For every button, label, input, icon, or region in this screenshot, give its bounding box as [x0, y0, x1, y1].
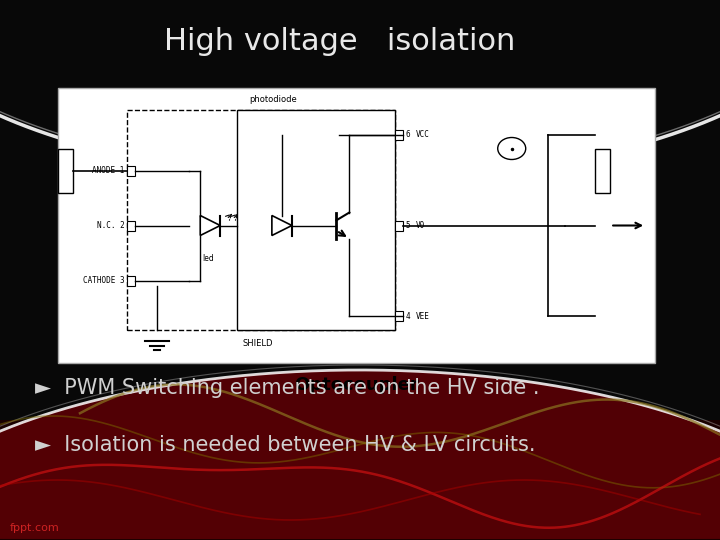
Text: VCC: VCC — [415, 130, 429, 139]
Bar — [395, 220, 403, 231]
Text: 6: 6 — [405, 130, 410, 139]
Text: N.C. 2: N.C. 2 — [97, 221, 125, 230]
Bar — [127, 275, 135, 286]
Text: Optocoupler: Optocoupler — [294, 376, 419, 394]
Text: V0: V0 — [415, 221, 425, 230]
Polygon shape — [0, 370, 720, 540]
Text: ►  Isolation is needed between HV & LV circuits.: ► Isolation is needed between HV & LV ci… — [35, 435, 536, 455]
Bar — [58, 88, 655, 363]
Text: ►  PWM Switching elements are on the HV side .: ► PWM Switching elements are on the HV s… — [35, 378, 539, 398]
Bar — [0, 420, 720, 540]
Bar — [595, 148, 611, 192]
Text: fppt.com: fppt.com — [10, 523, 60, 533]
Text: led: led — [202, 254, 214, 263]
Bar — [127, 110, 395, 330]
Text: 5: 5 — [405, 221, 410, 230]
Bar — [395, 311, 403, 321]
Text: VEE: VEE — [415, 312, 429, 321]
Bar — [127, 220, 135, 231]
Text: 4: 4 — [405, 312, 410, 321]
Bar — [127, 165, 135, 176]
Bar — [58, 148, 73, 192]
Text: High voltage   isolation: High voltage isolation — [164, 28, 516, 57]
Text: SHIELD: SHIELD — [243, 339, 274, 348]
Ellipse shape — [498, 138, 526, 159]
Bar — [395, 130, 403, 140]
Text: photodiode: photodiode — [249, 94, 297, 104]
Text: ANODE 1: ANODE 1 — [92, 166, 125, 175]
Bar — [237, 110, 395, 330]
Text: CATHODE 3: CATHODE 3 — [83, 276, 125, 285]
